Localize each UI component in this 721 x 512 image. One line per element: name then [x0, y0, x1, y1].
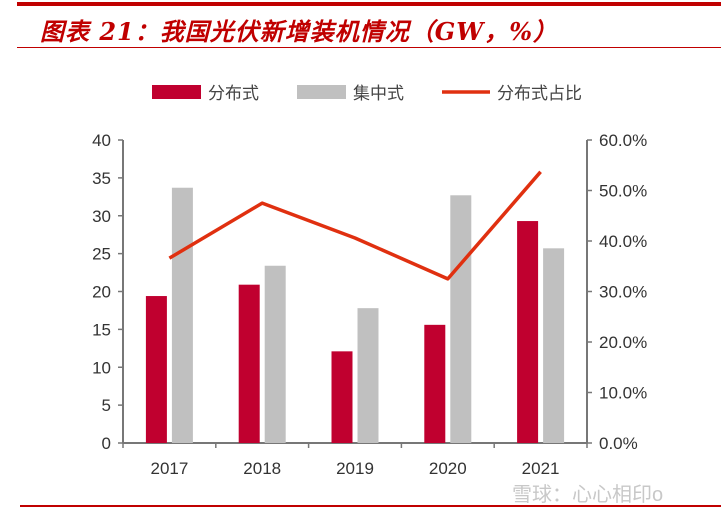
y2-tick-label: 30.0%	[599, 283, 647, 302]
y-tick-label: 35	[92, 169, 111, 188]
y-tick-label: 5	[102, 396, 111, 415]
bar-distributed	[331, 351, 353, 443]
x-tick-label: 2019	[336, 459, 374, 478]
y-tick-label: 15	[92, 320, 111, 339]
legend-swatch-centralized	[297, 85, 346, 99]
legend-label-centralized: 集中式	[353, 84, 404, 104]
legend-label-distributed: 分布式	[208, 84, 259, 104]
y-tick-label: 10	[92, 358, 111, 377]
bar-distributed	[517, 221, 539, 443]
y2-tick-label: 60.0%	[599, 131, 647, 150]
bottom-rule	[20, 505, 721, 507]
y2-tick-label: 0.0%	[599, 434, 638, 453]
bar-centralized	[357, 308, 379, 443]
y-tick-label: 40	[92, 131, 111, 150]
bar-distributed	[145, 296, 167, 443]
bar-centralized	[543, 248, 565, 443]
y-tick-label: 30	[92, 207, 111, 226]
y-tick-label: 25	[92, 245, 111, 264]
y2-tick-label: 20.0%	[599, 333, 647, 352]
bar-centralized	[450, 195, 472, 443]
x-tick-label: 2021	[522, 459, 560, 478]
y2-tick-label: 10.0%	[599, 384, 647, 403]
legend-label-share: 分布式占比	[497, 84, 582, 104]
bar-distributed	[424, 324, 446, 443]
x-tick-label: 2018	[243, 459, 281, 478]
figure-title: 图表 21：我国光伏新增装机情况（GW，%）	[40, 17, 559, 46]
x-tick-label: 2017	[150, 459, 188, 478]
title-rule	[17, 47, 721, 48]
bar-centralized	[171, 187, 193, 443]
watermark: 雪球：心心相印o	[512, 484, 664, 506]
y-tick-label: 0	[102, 434, 111, 453]
bar-distributed	[238, 284, 260, 443]
top-rule	[17, 2, 721, 6]
bar-centralized	[264, 265, 286, 443]
y2-tick-label: 40.0%	[599, 232, 647, 251]
line-distributed-share	[168, 170, 542, 281]
legend-swatch-distributed	[152, 85, 201, 99]
y2-tick-label: 50.0%	[599, 182, 647, 201]
x-tick-label: 2020	[429, 459, 467, 478]
y-tick-label: 20	[92, 283, 111, 302]
